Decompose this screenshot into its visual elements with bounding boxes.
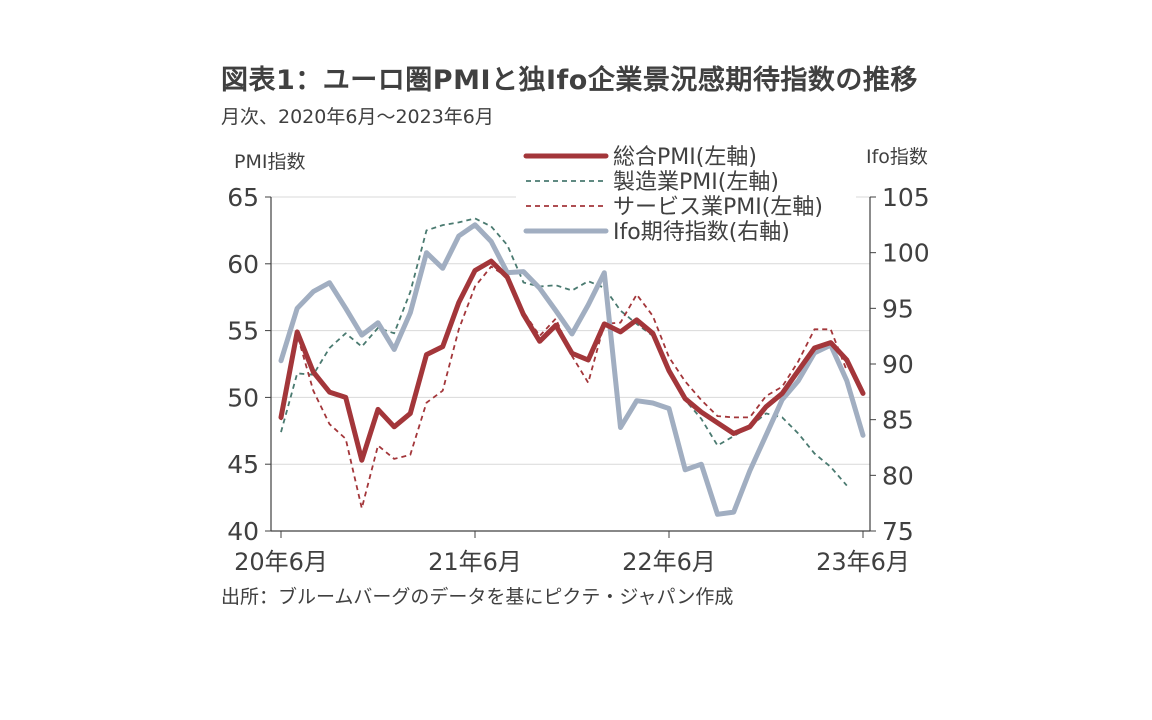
x-tick-label: 23年6月 — [816, 548, 910, 576]
left-axis-label: PMI指数 — [234, 151, 305, 173]
left-tick-label: 40 — [227, 517, 259, 546]
left-tick-label: 65 — [227, 183, 259, 212]
axes — [270, 197, 871, 532]
left-tick-label: 45 — [227, 450, 259, 479]
right-axis-ticks: 75 80 85 90 95 100 105 — [870, 183, 930, 546]
series-services-pmi — [280, 265, 848, 510]
series-layer — [278, 217, 866, 517]
left-tick-label: 55 — [227, 317, 259, 346]
x-tick-label: 20年6月 — [234, 548, 328, 576]
legend-ifo-expectations-label: Ifo期待指数(右軸) — [613, 220, 790, 245]
legend-services-pmi-label: サービス業PMI(左軸) — [613, 195, 823, 220]
right-tick-label: 100 — [882, 239, 930, 268]
x-tick-label: 21年6月 — [428, 548, 522, 576]
right-tick-label: 85 — [882, 406, 914, 435]
source-note: 出所：ブルームバーグのデータを基にピクテ・ジャパン作成 — [221, 586, 734, 608]
left-tick-label: 50 — [227, 383, 259, 412]
right-tick-label: 80 — [882, 461, 914, 490]
legend-manufacturing-pmi-label: 製造業PMI(左軸) — [613, 170, 779, 195]
chart-subtitle: 月次、2020年6月～2023年6月 — [221, 106, 494, 128]
x-axis-ticks: 20年6月 21年6月 22年6月 23年6月 — [234, 531, 910, 576]
series-composite-pmi — [278, 258, 866, 463]
left-axis-ticks: 40 45 50 55 60 65 — [227, 183, 271, 546]
right-tick-label: 95 — [882, 294, 914, 323]
x-tick-label: 22年6月 — [622, 548, 716, 576]
legend: 総合PMI(左軸)製造業PMI(左軸)サービス業PMI(左軸)Ifo期待指数(右… — [516, 143, 856, 245]
right-tick-label: 75 — [882, 517, 914, 546]
series-ifo-expectations — [278, 222, 866, 517]
legend-composite-pmi-label: 総合PMI(左軸) — [613, 145, 757, 170]
chart-title: 図表1：ユーロ圏PMIと独Ifo企業景況感期待指数の推移 — [221, 65, 918, 96]
right-tick-label: 105 — [882, 183, 930, 212]
right-axis-label: Ifo指数 — [866, 146, 928, 168]
left-tick-label: 60 — [227, 250, 259, 279]
right-tick-label: 90 — [882, 350, 914, 379]
